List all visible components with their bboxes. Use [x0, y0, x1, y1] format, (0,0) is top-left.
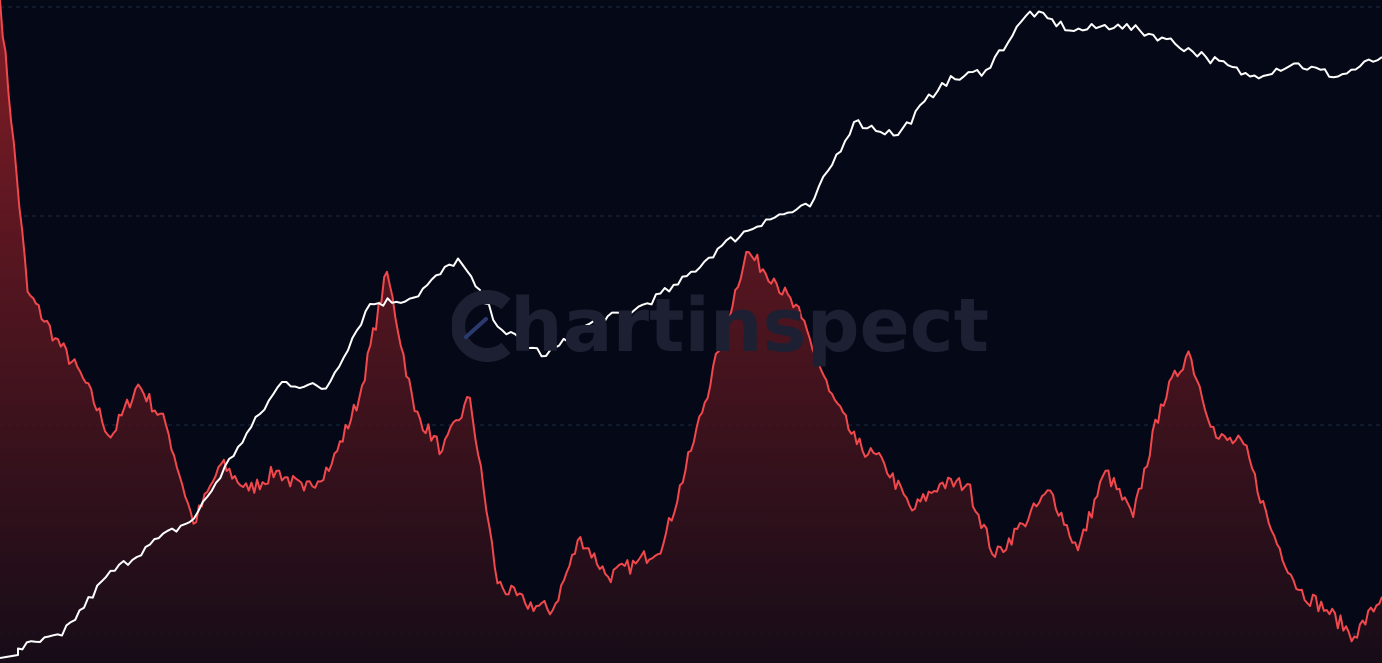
price-line — [0, 10, 1382, 659]
indicator-line — [0, 0, 1382, 643]
price-series — [0, 10, 1382, 659]
